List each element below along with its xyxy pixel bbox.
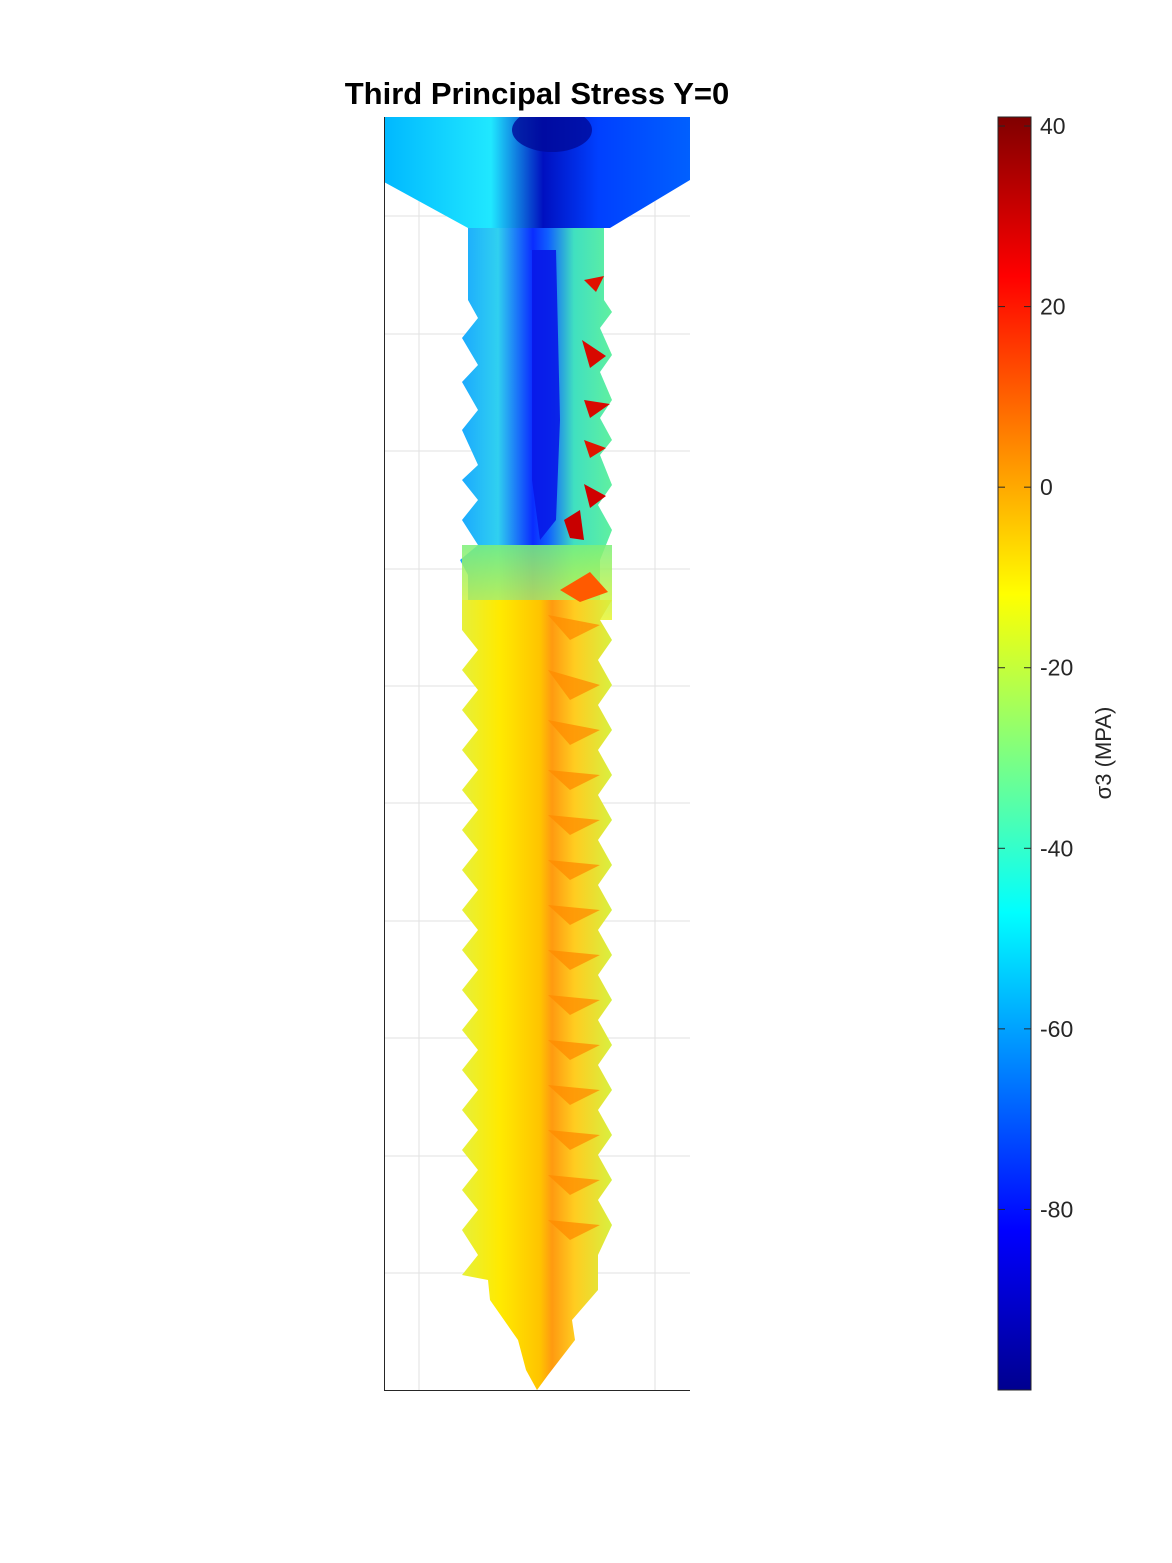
colorbar-tick-label: -20 bbox=[1040, 655, 1073, 681]
colorbar-tick-label: 20 bbox=[1040, 294, 1066, 320]
colorbar-tick-label: 40 bbox=[1040, 113, 1066, 139]
colorbar-tick-label: 0 bbox=[1040, 474, 1053, 500]
axes-frame bbox=[384, 117, 690, 1391]
colorbar-tick-label: -60 bbox=[1040, 1016, 1073, 1042]
thread-root-streaks bbox=[548, 615, 600, 1240]
screw-head bbox=[384, 117, 690, 228]
core-streak bbox=[532, 250, 560, 540]
colorbar-label: σ3 (MPA) bbox=[1091, 707, 1116, 800]
hot-spots bbox=[560, 276, 610, 602]
colorbar: 40 20 0 -20 -40 -60 -80 σ3 (MPA) bbox=[997, 113, 1116, 1391]
colorbar-tick-label: -80 bbox=[1040, 1196, 1073, 1222]
plot-area bbox=[384, 117, 690, 1390]
colorbar-bar bbox=[997, 116, 1032, 1391]
colorbar-tick-label: -40 bbox=[1040, 835, 1073, 861]
plot-title: Third Principal Stress Y=0 bbox=[345, 76, 730, 111]
colorbar-ticks: 40 20 0 -20 -40 -60 -80 bbox=[998, 113, 1073, 1222]
lower-shank bbox=[462, 600, 612, 1390]
head-hotspot bbox=[512, 117, 592, 152]
